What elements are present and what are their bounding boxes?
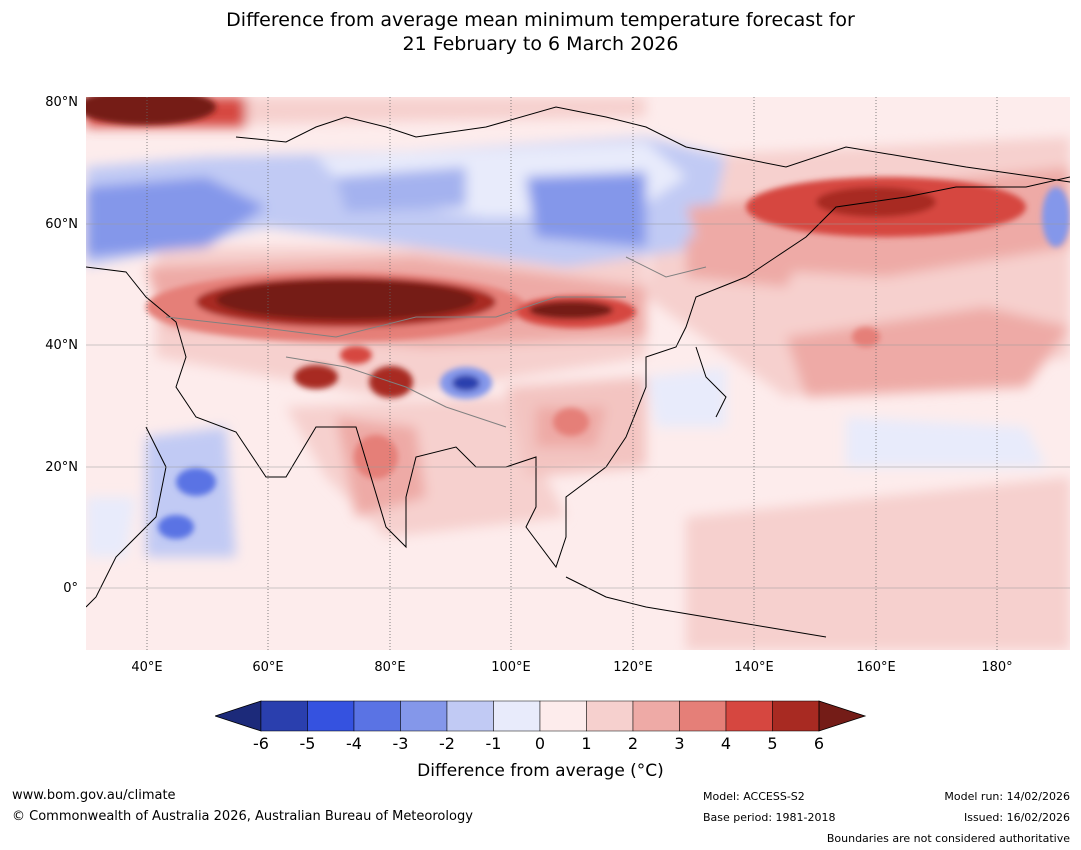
yellow-sea-cool xyxy=(646,367,726,427)
lat-label-20n: 20°N xyxy=(45,460,78,475)
lon-label-60e: 60°E xyxy=(252,660,284,675)
anomaly-cores xyxy=(86,97,1070,539)
colorbar-tick-label: 1 xyxy=(581,734,592,753)
colorbar-tick-label: -1 xyxy=(485,734,502,753)
himalaya-border xyxy=(285,356,507,428)
base-period: Base period: 1981-2018 xyxy=(703,811,836,824)
colorbar-segment xyxy=(446,700,494,732)
bering-cold xyxy=(1042,187,1070,247)
colorbar-tick-label: 0 xyxy=(534,734,546,753)
central-asia-border xyxy=(165,296,626,338)
pamir-warm xyxy=(340,346,372,364)
model-run-date: Model run: 14/02/2026 xyxy=(944,790,1070,803)
colorbar-segment xyxy=(493,700,541,732)
lat-label-60n: 60°N xyxy=(45,217,78,232)
colorbar-tick-label: -3 xyxy=(392,734,409,753)
tajik-warm-core xyxy=(294,365,338,389)
siberia-cold-core xyxy=(526,172,646,247)
colorbar-tick-label: -6 xyxy=(253,734,269,753)
lon-label-180: 180° xyxy=(981,660,1013,675)
lat-label-0: 0° xyxy=(63,581,78,596)
manchuria-border xyxy=(625,256,707,278)
arabia-cold-core xyxy=(176,468,216,496)
colorbar-tick-label: -4 xyxy=(346,734,362,753)
map-svg xyxy=(86,97,1070,650)
graticule xyxy=(146,97,998,650)
colorbar-segment xyxy=(400,700,448,732)
india-warm-core xyxy=(354,435,398,479)
colorbar-segment xyxy=(772,700,820,732)
issued-date: Issued: 16/02/2026 xyxy=(963,811,1070,824)
colorbar xyxy=(215,700,867,732)
colorbar-title: Difference from average (°C) xyxy=(417,761,664,781)
lon-label-140e: 140°E xyxy=(734,660,774,675)
colorbar-extend-high xyxy=(818,700,867,732)
west-pacific-cool xyxy=(846,417,1046,467)
pacific-warm-core xyxy=(852,327,880,347)
colorbar-segment xyxy=(586,700,634,732)
colorbar-tick-label: -2 xyxy=(439,734,455,753)
lat-label-80n: 80°N xyxy=(45,95,78,110)
lon-label-40e: 40°E xyxy=(131,660,163,675)
colorbar-segment xyxy=(353,700,401,732)
colorbar-segment xyxy=(632,700,680,732)
boundaries-note: Boundaries are not considered authoritat… xyxy=(826,832,1070,845)
pacific-light-warm xyxy=(686,477,1070,650)
barents-warm-core xyxy=(86,97,216,125)
colorbar-tick-label: 2 xyxy=(627,734,639,753)
website-link[interactable]: www.bom.gov.au/climate xyxy=(12,788,176,803)
colorbar-segment xyxy=(725,700,773,732)
latitude-lines xyxy=(86,223,1070,589)
title-line-1: Difference from average mean minimum tem… xyxy=(226,9,855,31)
lat-label-40n: 40°N xyxy=(45,338,78,353)
japan-coastline xyxy=(695,346,727,418)
mongolia-warm-core xyxy=(529,301,613,319)
colorbar-tick-label: 4 xyxy=(720,734,732,753)
central-asia-warm-core xyxy=(216,280,476,320)
colorbar-segment xyxy=(307,700,355,732)
colorbar-tick-label: 6 xyxy=(813,734,825,753)
manchuria-warm xyxy=(686,237,806,287)
ural-cold xyxy=(86,177,266,257)
colorbar-segment xyxy=(539,700,587,732)
colorbar-tick-label: -5 xyxy=(299,734,316,753)
lon-label-160e: 160°E xyxy=(856,660,896,675)
coastlines xyxy=(86,106,1070,638)
tibet-cold-core xyxy=(452,375,480,391)
colorbar-extend-low xyxy=(215,700,262,732)
arctic-coastline xyxy=(235,106,1070,183)
copyright-notice: © Commonwealth of Australia 2026, Austra… xyxy=(12,809,473,824)
borders xyxy=(165,256,707,428)
indonesia-coastline xyxy=(565,576,827,638)
east-africa-coastline xyxy=(86,426,167,608)
china-warm-core xyxy=(553,408,589,436)
lon-label-80e: 80°E xyxy=(374,660,406,675)
africa-cool xyxy=(86,497,136,557)
asia-coastline xyxy=(86,176,1070,569)
central-siberia-cold xyxy=(336,167,466,212)
lon-label-100e: 100°E xyxy=(491,660,531,675)
colorbar-segment xyxy=(260,700,308,732)
chart-title: Difference from average mean minimum tem… xyxy=(0,8,1081,56)
colorbar-tick-label: 3 xyxy=(674,734,685,753)
title-line-2: 21 February to 6 March 2026 xyxy=(402,33,679,55)
horn-cold-core xyxy=(158,515,194,539)
lon-label-120e: 120°E xyxy=(613,660,653,675)
anomaly-map xyxy=(86,97,1070,650)
colorbar-tick-label: 5 xyxy=(767,734,778,753)
colorbar-segment xyxy=(679,700,727,732)
model-name: Model: ACCESS-S2 xyxy=(703,790,805,803)
